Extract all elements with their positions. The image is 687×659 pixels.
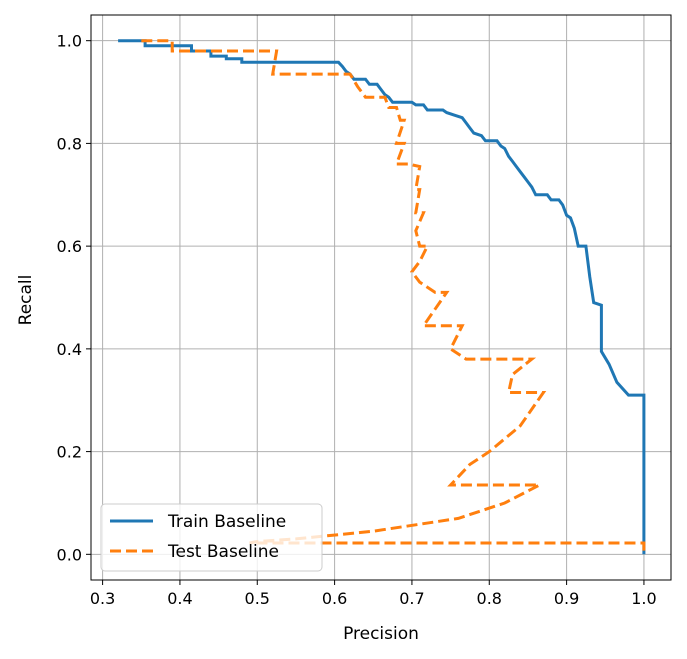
legend-box xyxy=(100,503,323,572)
y-tick-label: 0.2 xyxy=(57,443,82,462)
x-axis-label: Precision xyxy=(343,624,419,644)
y-tick-label: 1.0 xyxy=(57,32,82,51)
x-tick-label: 0.6 xyxy=(322,589,347,608)
series-line-test xyxy=(141,39,646,555)
x-tick-label: 0.3 xyxy=(90,589,115,608)
x-tick-label: 0.9 xyxy=(554,589,579,608)
legend-label-train: Train Baseline xyxy=(167,512,286,532)
ticks xyxy=(86,40,645,585)
tick-labels: 0.3 0.4 0.5 0.6 0.7 0.8 0.9 1.0 0.0 0.2 0.4 0.6 0.8 1… xyxy=(57,32,657,608)
x-tick-label: 0.5 xyxy=(245,589,270,608)
y-axis-label: Recall xyxy=(16,275,36,326)
x-tick-label: 0.4 xyxy=(167,589,192,608)
plot-area xyxy=(91,15,671,580)
series-line-train xyxy=(118,39,646,555)
x-tick-label: 0.8 xyxy=(477,589,502,608)
series-layer xyxy=(118,39,646,555)
legend-label-test: Test Baseline xyxy=(167,542,279,562)
legend: Train Baseline Test Baseline xyxy=(100,503,323,572)
y-tick-label: 0.6 xyxy=(57,237,82,256)
y-tick-label: 0.0 xyxy=(57,545,82,564)
y-tick-label: 0.4 xyxy=(57,340,82,359)
x-tick-label: 1.0 xyxy=(631,589,656,608)
plot-frame xyxy=(90,14,672,581)
y-tick-label: 0.8 xyxy=(57,134,82,153)
x-tick-label: 0.7 xyxy=(399,589,424,608)
